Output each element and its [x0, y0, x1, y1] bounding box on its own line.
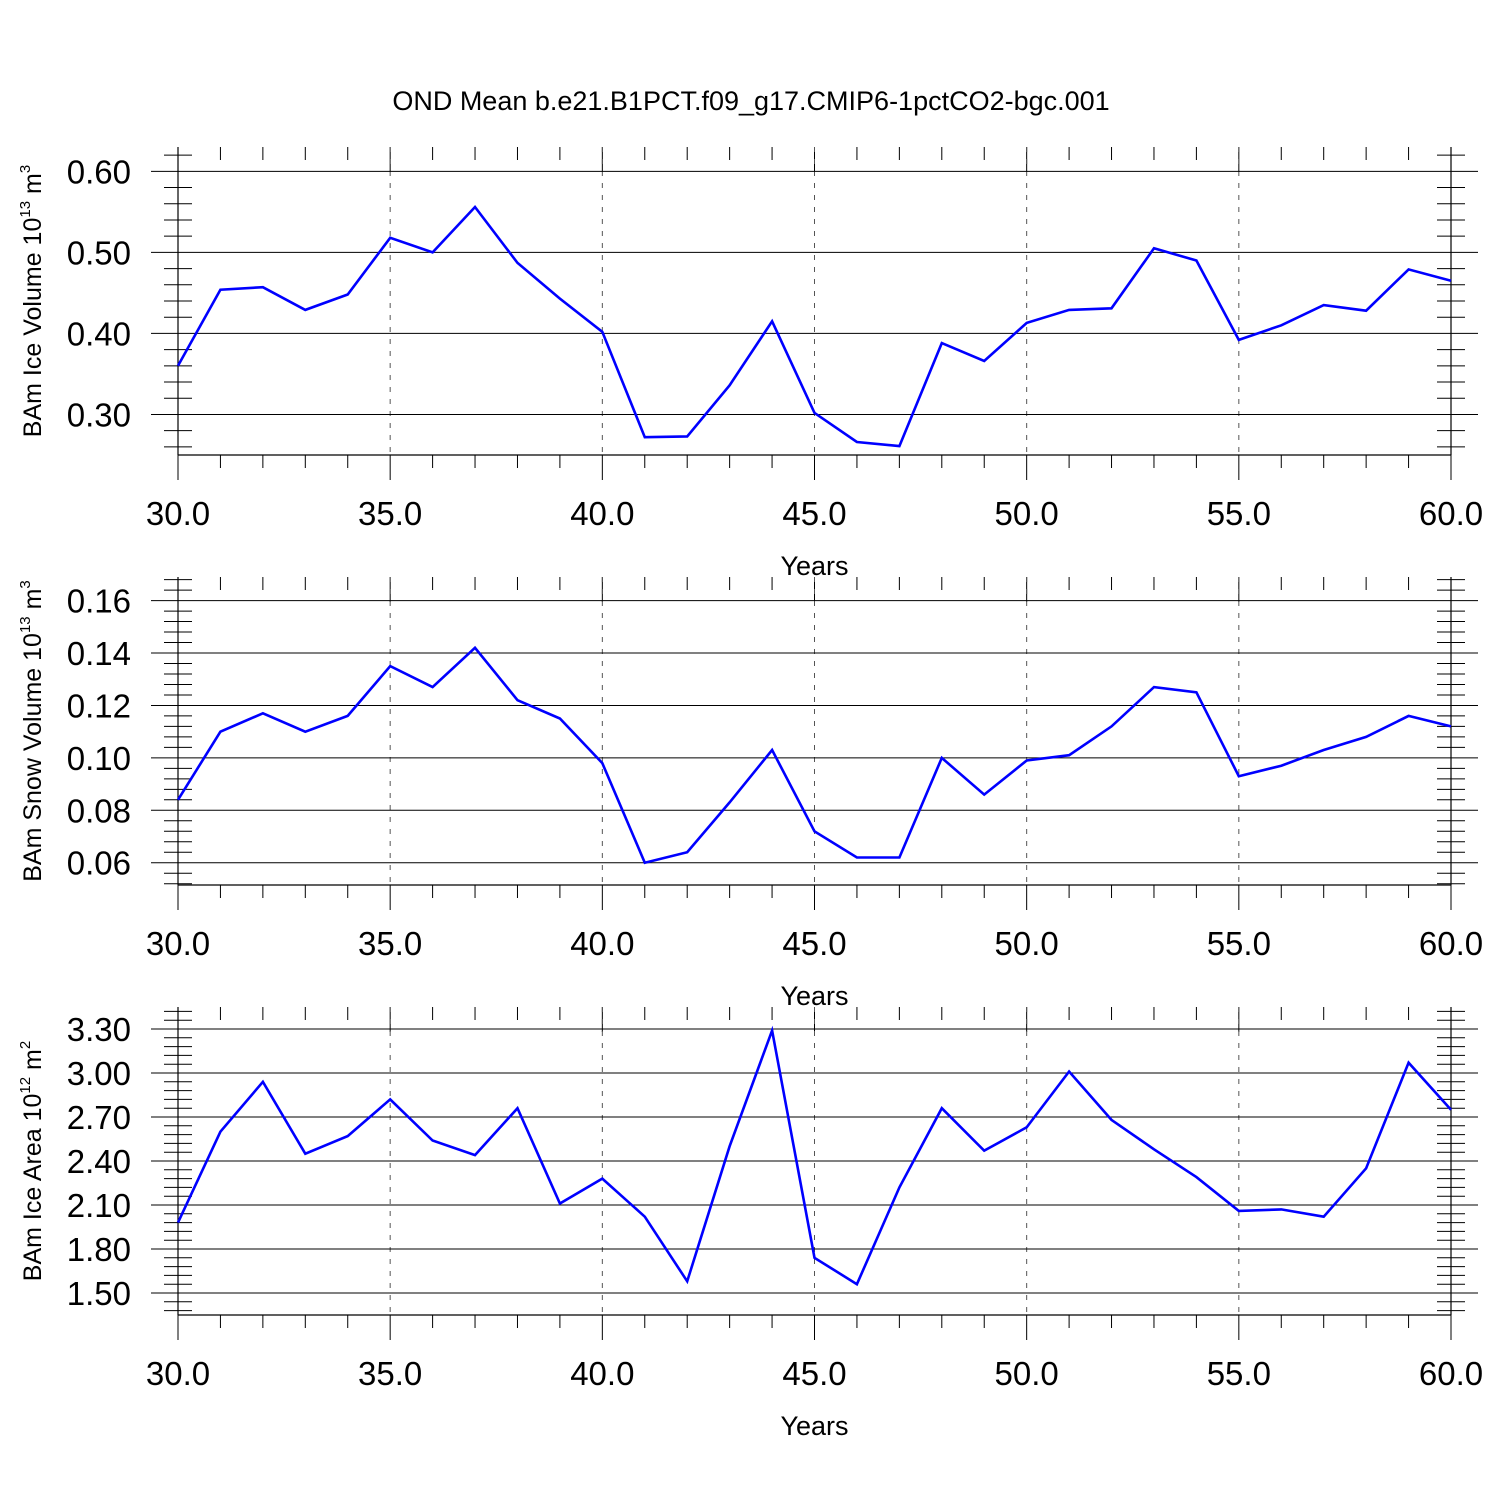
y-tick-label: 0.40: [67, 315, 131, 352]
y-tick-label: 0.06: [67, 845, 131, 882]
x-tick-label: 45.0: [782, 495, 846, 532]
series-line: [176, 204, 1452, 448]
x-tick-label: 45.0: [782, 925, 846, 962]
x-tick-label: 40.0: [570, 495, 634, 532]
x-tick-label: 50.0: [995, 495, 1059, 532]
y-tick-label: 2.10: [67, 1187, 131, 1224]
panel-1: 30.0 35.0 40.0 45.0 50.0 55.0 60.0 0.30 0.40 0.50…: [17, 147, 1483, 581]
x-tick-label: 40.0: [570, 1355, 634, 1392]
x-tick-label: 50.0: [995, 1355, 1059, 1392]
panels: 30.0 35.0 40.0 45.0 50.0 55.0 60.0 0.30 0.40 0.50…: [17, 147, 1483, 1441]
y-tick-label: 0.50: [67, 234, 131, 271]
x-tick-label: 35.0: [358, 925, 422, 962]
x-tick-label: 30.0: [146, 1355, 210, 1392]
y-tick-label: 0.12: [67, 687, 131, 724]
x-tick-label: 35.0: [358, 1355, 422, 1392]
y-tick-label: 0.16: [67, 583, 131, 620]
x-tick-label: 55.0: [1207, 495, 1271, 532]
x-axis-label: Years: [780, 981, 848, 1011]
series-line: [176, 1025, 1452, 1287]
y-tick-label: 0.60: [67, 153, 131, 190]
x-tick-label: 40.0: [570, 925, 634, 962]
x-tick-label: 50.0: [995, 925, 1059, 962]
y-axis-label: BAm Ice Area 1012 m2: [17, 1041, 47, 1281]
y-tick-label: 2.40: [67, 1143, 131, 1180]
x-tick-label: 60.0: [1419, 925, 1483, 962]
y-axis-label: BAm Snow Volume 1013 m3: [17, 580, 47, 882]
x-tick-label: 35.0: [358, 495, 422, 532]
x-tick-label: 55.0: [1207, 925, 1271, 962]
y-tick-label: 1.50: [67, 1275, 131, 1312]
y-tick-label: 2.70: [67, 1099, 131, 1136]
panel-3: 30.0 35.0 40.0 45.0 50.0 55.0 60.0 1.50 1.80 2.10…: [17, 1007, 1483, 1441]
y-tick-label: 0.08: [67, 792, 131, 829]
x-axis-label: Years: [780, 1411, 848, 1441]
x-tick-label: 30.0: [146, 925, 210, 962]
y-tick-label: 1.80: [67, 1231, 131, 1268]
y-tick-label: 3.30: [67, 1011, 131, 1048]
y-tick-label: 0.10: [67, 740, 131, 777]
x-tick-label: 60.0: [1419, 495, 1483, 532]
x-tick-label: 60.0: [1419, 1355, 1483, 1392]
chart-title: OND Mean b.e21.B1PCT.f09_g17.CMIP6-1pctC…: [392, 86, 1109, 116]
x-tick-label: 30.0: [146, 495, 210, 532]
panel-2: 30.0 35.0 40.0 45.0 50.0 55.0 60.0 0.06 0.08 0.10…: [17, 577, 1483, 1011]
y-tick-label: 3.00: [67, 1055, 131, 1092]
x-tick-label: 55.0: [1207, 1355, 1271, 1392]
y-axis-label: BAm Ice Volume 1013 m3: [17, 165, 47, 437]
x-axis-label: Years: [780, 551, 848, 581]
y-tick-label: 0.30: [67, 396, 131, 433]
y-tick-label: 0.14: [67, 635, 131, 672]
x-tick-label: 45.0: [782, 1355, 846, 1392]
series-line: [176, 645, 1452, 865]
